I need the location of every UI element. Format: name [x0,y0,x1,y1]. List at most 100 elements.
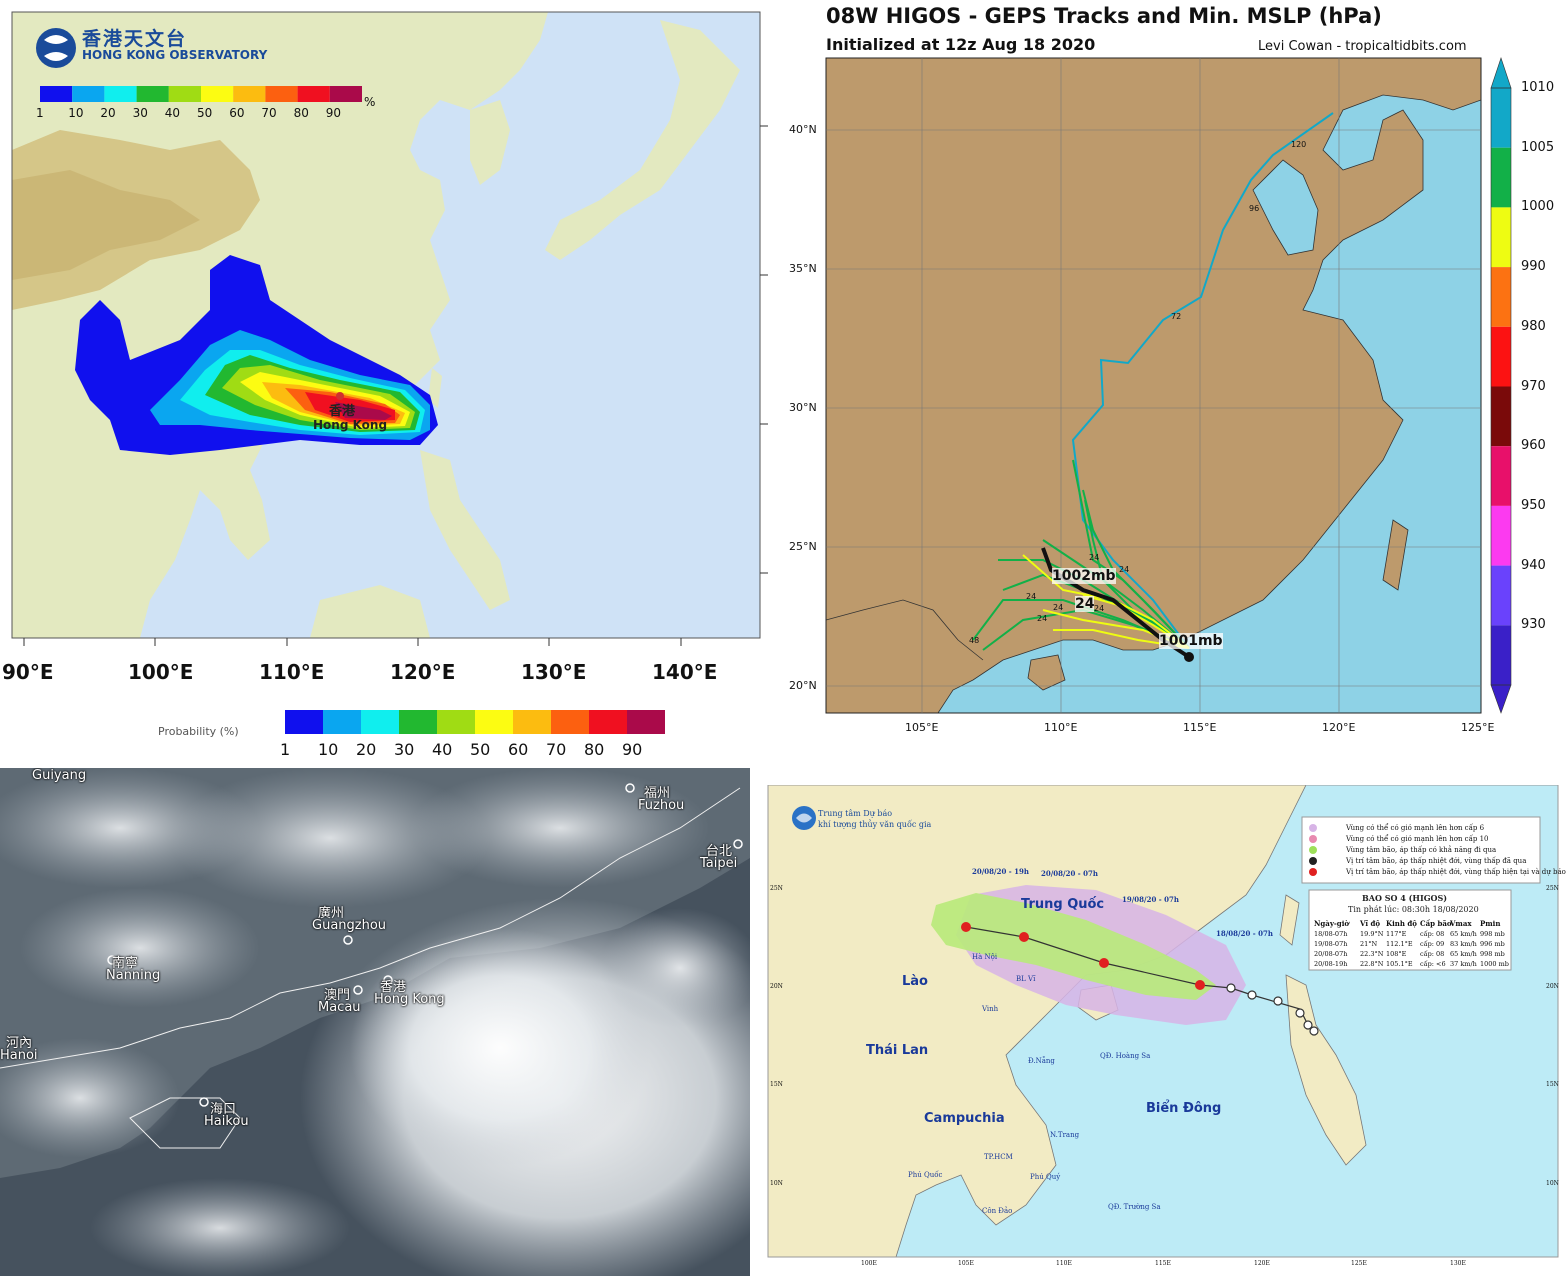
geps-lon-label: 120°E [1322,721,1356,734]
nchmf-region-label: Thái Lan [866,1043,929,1058]
nchmf-legend-item: Vùng có thể có gió mạnh lên hơn cấp 10 [1346,835,1489,843]
nchmf-region-label: Biển Đông [1146,1101,1222,1116]
hko-top-scale-swatch [40,86,73,102]
hko-top-scale-unit: % [364,95,376,109]
nchmf-track-time-label: 18/08/20 - 07h [1216,929,1273,938]
nchmf-legend-box [1301,816,1541,884]
hko-top-scale-label: 30 [132,106,148,120]
nchmf-table-cell: 19.9°N [1360,930,1384,938]
hko-korea [470,100,510,185]
geps-track-hour-label: 24 [1037,614,1048,623]
geps-track-hour-label: 24 [1026,592,1037,601]
satellite-city-en: Macau [318,1000,361,1015]
nchmf-place-label: Côn Đảo [982,1207,1013,1215]
nchmf-region-label: Lào [902,974,928,989]
satellite-city-markers [107,783,743,1107]
satellite-city-en: Fuzhou [638,798,685,813]
geps-annotation-1002: 1002mb [1052,568,1116,584]
hko-legend-swatch [285,710,323,734]
satellite-city-cn: 廣州 [318,906,345,921]
hong-kong-marker [336,392,344,400]
hko-top-scale-label: 10 [68,106,84,120]
geps-map-frame [825,57,1482,714]
geps-colorbar-bottom-arrow [1490,684,1512,714]
geps-lat-label: 25°N [789,540,817,553]
nchmf-place-label: QĐ. Trường Sa [1108,1203,1161,1211]
nchmf-place-label: QĐ. Hoàng Sa [1100,1052,1151,1060]
nchmf-table-cell: 22.3°N [1360,950,1384,958]
nchmf-table-header: Cấp bão [1420,919,1452,928]
hko-japan [545,20,740,260]
nchmf-place-label: Hà Nội [972,953,998,961]
hko-highlands [12,170,200,280]
nchmf-table-cell: cấp: <6 [1420,960,1446,968]
nchmf-right-lat-label: 20N [1546,983,1559,990]
nchmf-right-lat-label: 15N [1546,1081,1559,1088]
hko-legend-label: 60 [508,740,529,759]
geps-lat-label: 35°N [789,262,817,275]
geps-colorbar-swatch [1491,207,1511,268]
hko-top-scale-swatch [265,86,298,102]
geps-mslp-colorbar [1490,57,1512,714]
geps-hainan [1027,654,1066,691]
hko-lon-label: 140°E [652,660,718,684]
hko-legend-swatch [551,710,589,734]
nchmf-table-cell: 37 km/h [1450,960,1477,968]
satellite-city-en: Hanoi [0,1048,38,1063]
hko-borneo [310,585,430,638]
satellite-city-cn: 南寧 [112,956,139,971]
nchmf-table-cell: 108°E [1386,950,1407,958]
nchmf-table-cell: cấp: 08 [1420,930,1445,938]
hko-lon-label: 100°E [128,660,194,684]
geps-annotation-1001: 1001mb [1159,633,1223,649]
geps-colorbar-swatch [1491,326,1511,387]
geps-annotation-24: 24 [1075,596,1095,612]
nchmf-land [767,785,1307,1258]
nchmf-table-header: Pmin [1480,919,1501,928]
geps-credit: Levi Cowan - tropicaltidbits.com [1258,39,1467,54]
geps-track-hour-label: 120 [1291,140,1307,149]
geps-track-hour-label: 24 [1094,604,1105,613]
nchmf-table-cell: cấp: 09 [1420,940,1445,948]
hko-legend-swatch [399,710,437,734]
geps-track-hour-label: 24 [1119,565,1130,574]
nchmf-bottom-lon-label: 105E [958,1260,974,1267]
geps-colorbar-swatch [1491,88,1511,148]
hko-city-en: Hong Kong [313,418,388,432]
nchmf-forecast-positions [961,922,1205,990]
hko-legend-label: 90 [622,740,643,759]
geps-current-position [1184,652,1194,662]
nchmf-region-label: Campuchia [924,1111,1005,1126]
nchmf-region-label: Trung Quốc [1021,897,1105,912]
hko-top-scale-swatch [104,86,137,102]
geps-subtitle: Initialized at 12z Aug 18 2020 [826,35,1096,54]
nchmf-table-issued: Tin phát lúc: 08:30h 18/08/2020 [1348,905,1479,914]
geps-colorbar-label: 970 [1521,378,1546,394]
nchmf-place-label: BL Vĩ [1016,975,1036,983]
nchmf-table-cell: 998 mb [1480,930,1505,938]
hko-legend-swatch [323,710,361,734]
nchmf-table-cell: 18/08-07h [1314,930,1348,938]
nchmf-table-cell: 117°E [1386,930,1407,938]
geps-track-hour-label: 96 [1249,204,1260,213]
nchmf-bottom-lon-label: 125E [1351,1260,1367,1267]
geps-colorbar-label: 1005 [1521,139,1555,155]
hko-legend-label: 30 [394,740,415,759]
nchmf-bottom-lon-label: 110E [1056,1260,1072,1267]
hko-map-svg [11,11,768,734]
geps-colorbar-label: 950 [1521,497,1546,513]
nchmf-left-lat-label: 15N [770,1081,783,1088]
nchmf-table-cell: 20/08-19h [1314,960,1348,968]
nchmf-left-lat-label: 10N [770,1180,783,1187]
geps-colorbar-swatch [1491,386,1511,447]
nchmf-legend-item: Vị trí tâm bão, áp thấp nhiệt đới, vùng … [1346,857,1527,865]
geps-track-hour-label: 24 [1089,553,1100,562]
geps-bohai-sea [1252,159,1319,256]
nchmf-table-cell: 22.8°N [1360,960,1384,968]
hko-legend-swatch [589,710,627,734]
hko-map-frame [11,11,761,639]
nchmf-bottom-lon-label: 100E [861,1260,877,1267]
hko-legend-label: 20 [356,740,377,759]
nchmf-legend-item: Vùng tâm bão, áp thấp có khả năng đi qua [1346,846,1497,854]
satellite-city-cn: 香港 [380,980,407,995]
